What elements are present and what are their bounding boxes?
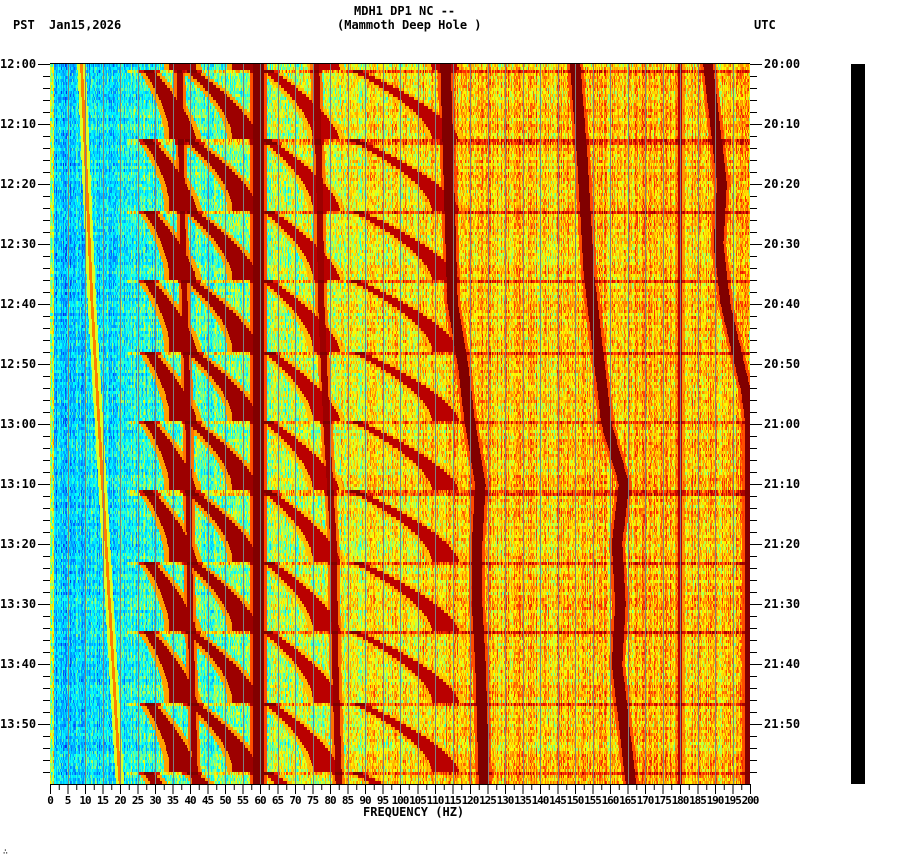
x-tick-label: 115 <box>444 794 462 807</box>
y-tick-label-right: 20:30 <box>764 237 801 251</box>
x-tick-label: 5 <box>64 794 72 807</box>
corner-mark: ∴ <box>3 847 8 856</box>
y-tick-label-left: 12:00 <box>0 57 37 71</box>
x-tick-label: 40 <box>184 794 196 807</box>
x-tick-label: 0 <box>47 794 54 807</box>
y-tick-label-right: 21:30 <box>764 597 801 611</box>
x-tick-label: 170 <box>636 794 655 807</box>
x-tick-label: 200 <box>741 794 760 807</box>
y-tick-label-right: 20:40 <box>764 297 801 311</box>
x-tick-label: 10 <box>79 794 91 807</box>
x-tick-label: 35 <box>166 794 179 807</box>
x-tick-label: 175 <box>654 794 672 807</box>
x-tick-label: 45 <box>201 794 214 807</box>
x-tick-label: 130 <box>496 794 515 807</box>
x-tick-label: 100 <box>391 794 410 807</box>
x-tick-label: 195 <box>724 794 742 807</box>
x-tick-label: 85 <box>341 794 354 807</box>
x-tick-label: 105 <box>409 794 427 807</box>
x-tick-label: 90 <box>359 794 371 807</box>
y-tick-label-left: 13:30 <box>0 597 37 611</box>
y-tick-label-left: 12:10 <box>0 117 37 131</box>
x-tick-label: 70 <box>289 794 301 807</box>
y-tick-label-left: 12:40 <box>0 297 37 311</box>
x-tick-label: 190 <box>706 794 725 807</box>
y-tick-label-right: 20:20 <box>764 177 801 191</box>
x-tick-label: 125 <box>479 794 497 807</box>
y-tick-label-left: 13:20 <box>0 537 37 551</box>
x-tick-label: 95 <box>376 794 389 807</box>
y-tick-label-left: 12:50 <box>0 357 37 371</box>
x-tick-label: 110 <box>426 794 445 807</box>
y-tick-label-right: 20:00 <box>764 57 801 71</box>
x-tick-label: 145 <box>549 794 567 807</box>
x-tick-label: 160 <box>601 794 620 807</box>
y-tick-label-right: 20:10 <box>764 117 801 131</box>
x-tick-label: 120 <box>461 794 480 807</box>
right-timezone-label: UTC <box>754 18 776 32</box>
x-tick-label: 55 <box>236 794 249 807</box>
y-tick-label-left: 13:00 <box>0 417 37 431</box>
x-tick-label: 165 <box>619 794 637 807</box>
y-tick-label-right: 21:00 <box>764 417 801 431</box>
x-tick-label: 80 <box>324 794 336 807</box>
station-subtitle: (Mammoth Deep Hole ) <box>337 18 482 32</box>
y-tick-label-right: 20:50 <box>764 357 801 371</box>
x-tick-label: 150 <box>566 794 585 807</box>
x-tick-label: 60 <box>254 794 266 807</box>
x-tick-label: 75 <box>306 794 319 807</box>
x-tick-label: 185 <box>689 794 707 807</box>
left-timezone-label: PST <box>13 18 35 32</box>
y-tick-label-left: 12:30 <box>0 237 37 251</box>
x-tick-label: 180 <box>671 794 690 807</box>
y-tick-label-right: 21:20 <box>764 537 801 551</box>
chart-title: MDH1 DP1 NC -- <box>354 4 456 18</box>
x-tick-label: 25 <box>131 794 144 807</box>
amplitude-scale-bar <box>851 64 865 784</box>
x-tick-label: 155 <box>584 794 602 807</box>
y-tick-label-left: 12:20 <box>0 177 37 191</box>
x-tick-label: 50 <box>219 794 231 807</box>
y-tick-label-left: 13:40 <box>0 657 37 671</box>
y-tick-label-left: 13:10 <box>0 477 37 491</box>
y-tick-label-right: 21:40 <box>764 657 801 671</box>
y-tick-label-right: 21:10 <box>764 477 801 491</box>
spectrogram-heatmap <box>50 64 750 784</box>
y-tick-label-right: 21:50 <box>764 717 801 731</box>
x-tick-label: 15 <box>96 794 109 807</box>
x-tick-label: 20 <box>114 794 126 807</box>
x-tick-label: 135 <box>514 794 532 807</box>
x-axis-title: FREQUENCY (HZ) <box>363 805 465 819</box>
x-tick-label: 140 <box>531 794 550 807</box>
x-tick-label: 65 <box>271 794 284 807</box>
x-tick-label: 30 <box>149 794 161 807</box>
y-tick-label-left: 13:50 <box>0 717 37 731</box>
date-label: Jan15,2026 <box>49 18 122 32</box>
